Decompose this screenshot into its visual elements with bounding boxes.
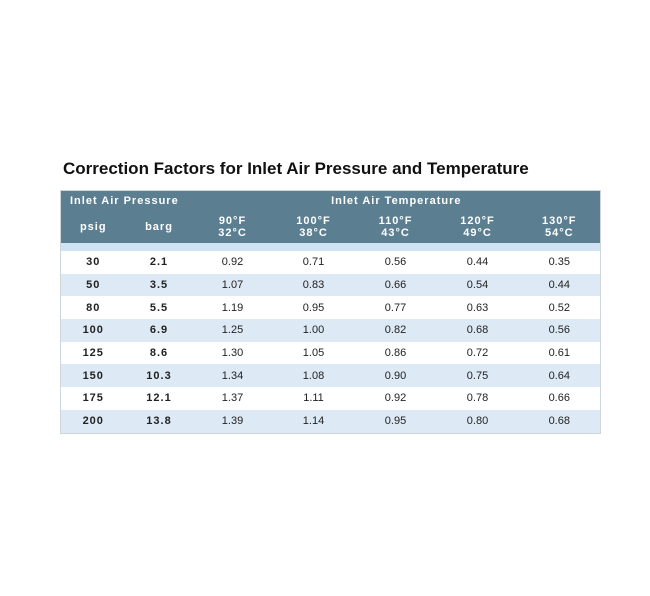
column-header-line: 54°C (544, 227, 574, 239)
column-header-line: 130°F (542, 215, 577, 227)
data-cell: 0.77 (384, 301, 407, 314)
correction-table: Inlet Air Pressure Inlet Air Temperature… (60, 190, 602, 434)
group-header-row: Inlet Air Pressure Inlet Air Temperature (60, 190, 601, 211)
data-cell: 1.05 (302, 347, 325, 360)
data-cell: 0.78 (466, 392, 489, 405)
data-cell: 0.90 (354, 364, 437, 388)
data-cell: 0.64 (518, 364, 601, 388)
data-cell: 0.92 (384, 392, 407, 405)
data-cell: 0.63 (466, 301, 489, 314)
column-header-line: 38°C (299, 227, 328, 239)
data-cell: 0.86 (384, 347, 407, 360)
data-cell: 175 (82, 392, 104, 405)
data-row: 200 13.8 1.39 1.14 0.95 0.80 0.68 (60, 409, 601, 433)
data-cell: 0.54 (436, 273, 519, 297)
data-cell: 0.95 (354, 409, 437, 433)
data-cell: 0.92 (221, 256, 244, 269)
data-cell: 8.6 (149, 347, 169, 360)
data-cell: 5.5 (149, 301, 169, 314)
data-cell: 10.3 (125, 364, 193, 388)
data-cell: 2.1 (149, 256, 169, 269)
data-cell: 50 (60, 273, 126, 297)
column-header-line: barg (145, 221, 173, 233)
data-cell: 0.44 (518, 273, 601, 297)
data-cell: 1.19 (221, 301, 244, 314)
column-header-line: 32°C (218, 227, 247, 239)
data-cell: 13.8 (125, 409, 193, 433)
data-cell: 0.68 (518, 409, 601, 433)
data-row: 175 12.1 1.37 1.11 0.92 0.78 0.66 (61, 387, 601, 410)
data-cell: 150 (60, 364, 126, 388)
data-cell: 30 (86, 256, 101, 269)
data-cell: 3.5 (125, 273, 193, 297)
data-row: 125 8.6 1.30 1.05 0.86 0.72 0.61 (61, 342, 601, 365)
data-cell: 0.66 (548, 392, 570, 405)
data-cell: 0.71 (302, 256, 325, 269)
column-header: 90°F 32°C (192, 211, 273, 243)
data-cell: 0.44 (466, 256, 489, 269)
column-header-line: psig (79, 221, 107, 233)
data-cell: 1.11 (303, 392, 324, 405)
data-cell: 0.72 (466, 347, 489, 360)
data-row: 80 5.5 1.19 0.95 0.77 0.63 0.52 (61, 296, 601, 319)
column-header: 100°F 38°C (272, 211, 355, 243)
group-header: Inlet Air Temperature (192, 190, 601, 211)
data-cell: 0.68 (436, 319, 519, 342)
data-row: 100 6.9 1.25 1.00 0.82 0.68 0.56 (60, 319, 601, 342)
data-cell: 80 (86, 301, 101, 314)
data-cell: 0.80 (436, 409, 519, 433)
data-cell: 0.61 (548, 347, 570, 360)
data-cell: 0.56 (518, 319, 601, 342)
column-header-line: 49°C (463, 227, 492, 239)
column-header-line: 110°F (378, 215, 413, 227)
column-header: barg (125, 211, 193, 243)
data-cell: 1.00 (272, 319, 355, 342)
data-cell: 1.30 (221, 347, 244, 360)
data-cell: 0.35 (548, 256, 570, 269)
data-row: 30 2.1 0.92 0.71 0.56 0.44 0.35 (61, 251, 601, 274)
column-header: 120°F 49°C (436, 211, 519, 243)
data-cell: 0.82 (354, 319, 437, 342)
data-cell: 1.25 (192, 319, 273, 342)
data-cell: 0.83 (272, 273, 355, 297)
data-cell: 0.75 (436, 364, 519, 388)
group-header: Inlet Air Pressure (60, 190, 193, 211)
data-cell: 1.14 (272, 409, 355, 433)
column-header-row: psig barg 90°F 32°C 100°F 38°C 110°F 43°C 120°F 4… (60, 211, 601, 243)
column-header-line: 100°F (296, 215, 331, 227)
data-row: 150 10.3 1.34 1.08 0.90 0.75 0.64 (60, 364, 601, 388)
data-cell: 1.34 (192, 364, 273, 388)
column-header: 130°F 54°C (518, 211, 601, 243)
data-cell: 12.1 (146, 392, 172, 405)
data-cell: 0.56 (384, 256, 407, 269)
column-header: 110°F 43°C (354, 211, 437, 243)
data-cell: 200 (60, 409, 126, 433)
column-header-line: 90°F (218, 215, 247, 227)
data-row: 50 3.5 1.07 0.83 0.66 0.54 0.44 (60, 273, 601, 297)
data-cell: 1.39 (192, 409, 273, 433)
table-title: Correction Factors for Inlet Air Pressur… (63, 159, 529, 178)
data-cell: 0.66 (354, 273, 437, 297)
data-cell: 1.08 (272, 364, 355, 388)
data-cell: 6.9 (125, 319, 193, 342)
column-header-line: 43°C (381, 227, 410, 239)
header-strip (60, 243, 601, 251)
column-header: psig (60, 211, 126, 243)
column-header-line: 120°F (460, 215, 495, 227)
data-cell: 100 (60, 319, 126, 342)
data-cell: 125 (82, 347, 104, 360)
data-cell: 1.37 (221, 392, 244, 405)
strip-cell (60, 243, 601, 251)
data-cell: 0.95 (302, 301, 325, 314)
data-cell: 0.52 (548, 301, 570, 314)
data-cell: 1.07 (192, 273, 273, 297)
